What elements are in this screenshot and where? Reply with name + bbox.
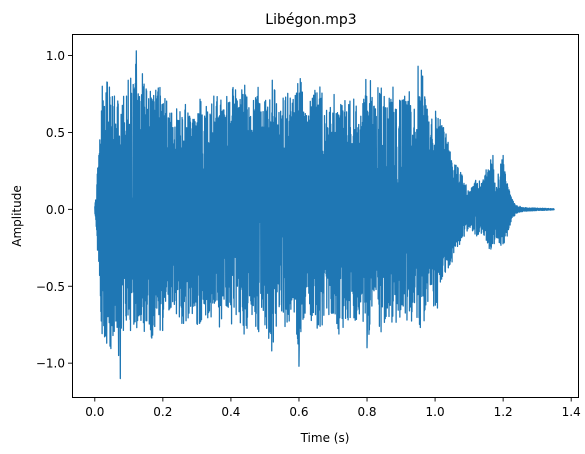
x-axis: 0.0 0.2 0.4 0.6 0.8 1.0 1.2 1.4 <box>85 397 581 419</box>
x-tick-label: 0.6 <box>289 405 308 419</box>
x-tick-label: 0.2 <box>153 405 172 419</box>
axes-frame <box>72 34 579 398</box>
y-tick-label: 0.0 <box>46 203 65 217</box>
x-tick-label: 0.4 <box>221 405 240 419</box>
x-tick-label: 1.2 <box>494 405 513 419</box>
y-tick-label: 1.0 <box>46 49 65 63</box>
plot-area <box>94 50 555 380</box>
chart-title: Libégon.mp3 <box>265 12 356 28</box>
y-tick-label: −0.5 <box>36 280 65 294</box>
y-axis: 1.0 0.5 0.0 −0.5 −1.0 <box>36 49 73 371</box>
y-tick-label: −1.0 <box>36 357 65 371</box>
y-axis-label: Amplitude <box>10 185 24 247</box>
y-tick-label: 0.5 <box>46 126 65 140</box>
x-tick-label: 0.0 <box>85 405 104 419</box>
x-axis-label: Time (s) <box>300 431 350 445</box>
x-tick-label: 1.4 <box>562 405 581 419</box>
x-tick-label: 1.0 <box>426 405 445 419</box>
x-tick-label: 0.8 <box>357 405 376 419</box>
waveform-line <box>94 50 555 380</box>
